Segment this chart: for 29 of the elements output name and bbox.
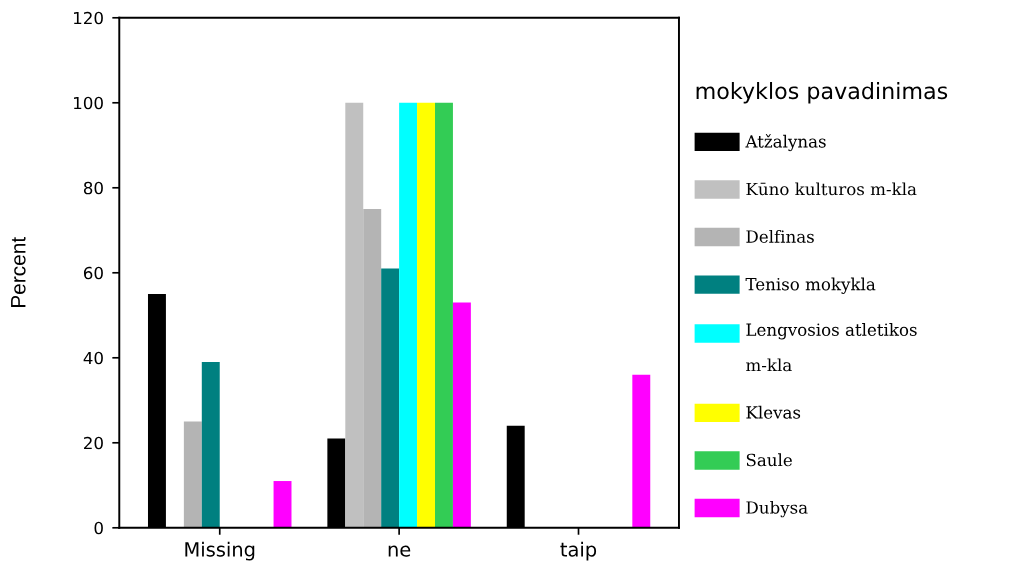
- legend-label: Teniso mokykla: [745, 277, 876, 294]
- legend-title: mokyklos pavadinimas: [696, 82, 948, 104]
- y-tick-label: 0: [94, 521, 103, 535]
- y-tick-label: 100: [74, 96, 103, 110]
- y-tick-label: 120: [74, 11, 103, 25]
- bar: [183, 421, 202, 528]
- y-tick-label: 40: [83, 351, 103, 365]
- x-tick-label: taip: [560, 541, 597, 561]
- bar: [632, 374, 651, 528]
- y-tick-label: 20: [84, 436, 103, 450]
- bar: [417, 102, 435, 528]
- x-tick-label: Missing: [185, 541, 255, 561]
- legend-label: Klevas: [746, 405, 801, 419]
- y-axis-title: Percent: [11, 237, 26, 307]
- y-tick-label: 60: [83, 266, 103, 280]
- bar: [273, 481, 292, 528]
- legend-label: Dubysa: [746, 500, 808, 518]
- legend-label: Delfinas: [746, 229, 814, 243]
- bar: [201, 362, 220, 528]
- legend-label: Atžalynas: [745, 134, 826, 152]
- bar: [381, 268, 400, 528]
- legend-label: Saule: [746, 453, 792, 467]
- bar: [452, 302, 471, 528]
- legend-label: Kūno kulturos m-kla: [746, 182, 917, 196]
- bar: [435, 102, 453, 528]
- y-tick-label: 80: [83, 181, 103, 195]
- legend-label: Lengvosios atletikos m-kla: [746, 323, 917, 372]
- x-tick-label: ne: [388, 545, 411, 557]
- bar: [399, 102, 418, 528]
